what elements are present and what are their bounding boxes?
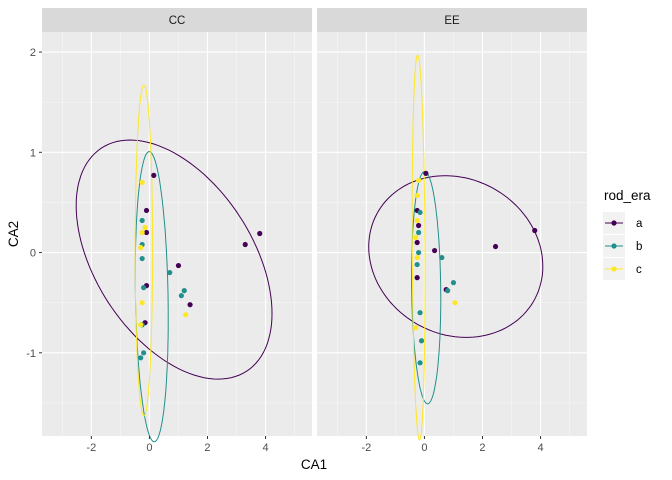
point-c (183, 312, 189, 318)
point-a (431, 247, 438, 254)
legend-title: rod_era (604, 188, 651, 203)
point-c (142, 224, 148, 231)
point-b (181, 288, 187, 294)
x-tick-label: 0 (421, 442, 427, 454)
point-b (450, 280, 457, 286)
point-b (139, 255, 145, 262)
point-c (414, 254, 420, 261)
point-c (139, 300, 145, 306)
point-a (187, 302, 193, 308)
legend-point-b (611, 243, 617, 249)
ellipse-a (368, 175, 544, 338)
point-b (414, 261, 420, 268)
point-a (414, 275, 420, 281)
y-tick-label: 1 (30, 147, 36, 159)
point-c (413, 234, 419, 241)
strip-ee (317, 8, 587, 32)
x-axis-title: CA1 (301, 457, 327, 472)
point-a (414, 239, 420, 246)
legend-keys: abc (603, 212, 643, 280)
point-b (178, 293, 184, 299)
points-cc (138, 172, 263, 361)
legend-point-a (611, 220, 617, 226)
point-b (445, 288, 451, 294)
point-b (167, 269, 173, 276)
point-b (416, 229, 422, 236)
y-axis-title: CA2 (6, 221, 21, 247)
point-a (416, 222, 422, 229)
legend-label-c: c (636, 264, 642, 276)
point-b (141, 350, 147, 356)
ellipse-b (134, 151, 169, 443)
point-c (139, 179, 145, 185)
ellipse-c (411, 54, 426, 441)
legend-label-a: a (636, 218, 643, 230)
y-tick-label: -1 (26, 348, 36, 360)
point-a (175, 262, 182, 269)
point-a (492, 243, 499, 250)
point-c (414, 217, 420, 224)
x-tick-label: 2 (204, 442, 210, 454)
point-a (423, 170, 429, 176)
point-b (416, 249, 422, 256)
point-a (532, 227, 538, 234)
point-b (139, 217, 145, 224)
x-tick-label: -2 (361, 442, 371, 454)
point-b (417, 360, 423, 366)
point-c (138, 322, 144, 328)
point-c (452, 300, 458, 306)
point-a (143, 207, 150, 214)
point-b (417, 310, 423, 316)
x-tick-label: 0 (146, 442, 152, 454)
y-tick-label: 2 (30, 47, 36, 59)
points-ee (413, 170, 538, 366)
point-a (257, 230, 263, 237)
x-tick-label: -2 (86, 442, 96, 454)
point-c (414, 192, 420, 199)
point-c (416, 177, 422, 183)
legend-point-c (611, 266, 617, 272)
point-c (139, 229, 145, 236)
ellipses-cc (75, 84, 273, 443)
point-a (143, 229, 150, 236)
strip-label-cc: CC (169, 15, 186, 27)
point-c (413, 325, 419, 331)
axis-ticks: -2 0 2 4 -1 0 1 2 -2 0 2 4 (26, 47, 543, 454)
ellipse-c (134, 84, 154, 417)
point-a (151, 172, 157, 178)
point-c (138, 244, 144, 251)
legend: rod_era abc (603, 188, 651, 280)
point-b (418, 338, 425, 344)
x-tick-label: 2 (479, 442, 485, 454)
x-tick-label: 4 (537, 442, 543, 454)
strip-cc (42, 8, 312, 32)
panel-ee: EE (317, 8, 587, 441)
plot-area-cc (42, 32, 312, 436)
plot-area-ee (317, 32, 587, 436)
panel-cc: CC (42, 8, 312, 443)
point-a (242, 241, 248, 248)
point-b (138, 355, 144, 361)
strip-label-ee: EE (444, 15, 460, 27)
legend-label-b: b (636, 241, 642, 253)
point-b (417, 209, 423, 216)
x-tick-label: 4 (262, 442, 268, 454)
point-b (439, 254, 445, 261)
y-tick-label: 0 (30, 248, 36, 260)
ellipse-a (75, 139, 273, 380)
grid-cc (42, 32, 312, 436)
point-b (141, 285, 147, 291)
